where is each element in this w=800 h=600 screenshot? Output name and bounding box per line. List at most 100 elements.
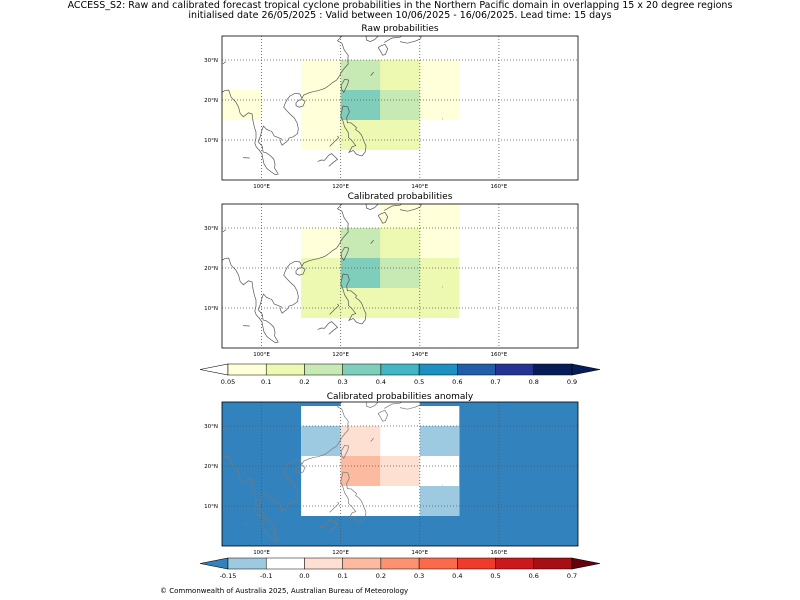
colorbar-swatch [342, 557, 382, 570]
coastline [295, 267, 306, 276]
lon-tick-label: 140°E [411, 184, 428, 190]
probability-cell [340, 258, 381, 288]
colorbar-extend-low [199, 363, 229, 376]
coastline [370, 240, 375, 244]
colorbar-swatch [533, 363, 573, 376]
colorbar-swatch [418, 557, 458, 570]
coastline [358, 188, 362, 194]
colorbar-tick-label: 0.05 [221, 378, 235, 386]
colorbar-tick-label: 0.8 [529, 378, 539, 386]
figure-title-line1: ACCESS_S2: Raw and calibrated forecast t… [67, 0, 733, 11]
probability-cell [301, 426, 341, 456]
colorbar-tick-label: 0.5 [414, 378, 424, 386]
lat-tick-label: 20°N [204, 266, 218, 272]
coastline [340, 471, 367, 523]
lon-tick-label: 160°E [491, 550, 508, 556]
lon-tick-label: 120°E [332, 352, 349, 358]
probability-cell [340, 426, 381, 456]
colorbar-tick-label: -0.15 [220, 572, 237, 580]
colorbar-extend-low [199, 557, 229, 570]
colorbar-swatch [342, 363, 382, 376]
map-frame [221, 401, 579, 547]
colorbar-tick-label: 0.2 [299, 378, 309, 386]
colorbar-swatch [265, 557, 305, 570]
coastline [365, 204, 379, 210]
lat-tick-label: 10°N [204, 138, 218, 144]
coastline [340, 105, 367, 157]
colorbar-tick-label: 0.2 [376, 572, 386, 580]
coastline [399, 36, 423, 44]
colorbar-swatch [304, 363, 343, 376]
probability-cell [301, 228, 341, 258]
probability-colorbar: 0.05 0.1 0.2 0.3 0.4 0.5 0.6 0.7 0.8 0.9 [199, 363, 601, 386]
raw-panel-title: Raw probabilities [361, 24, 439, 34]
coastline [370, 438, 375, 442]
colorbar-extend-high [571, 557, 601, 570]
colorbar-swatch [380, 363, 420, 376]
probability-cell [380, 10, 459, 30]
colorbar-swatch [227, 363, 267, 376]
coastline [324, 519, 339, 533]
coastline [295, 99, 306, 108]
figure-title-line2: initialised date 26/05/2025 : Valid betw… [188, 10, 612, 21]
probability-cell [380, 258, 420, 288]
coastline [329, 135, 340, 147]
coastline [222, 61, 227, 65]
probability-cell [301, 60, 341, 150]
lat-tick-label: 30°N [204, 58, 218, 64]
coastline [384, 36, 402, 43]
probability-cell [380, 456, 420, 486]
colorbar-extend-high [571, 363, 601, 376]
lat-tick-label: 10°N [204, 504, 218, 510]
calibrated-panel-title: Calibrated probabilities [347, 192, 453, 202]
probability-cell [340, 402, 420, 406]
lat-tick-label: 30°N [204, 424, 218, 430]
colorbar-tick-label: 0.9 [567, 378, 577, 386]
probability-cell [340, 90, 381, 120]
coastline [222, 427, 227, 431]
colorbar-tick-label: 0.3 [414, 572, 424, 580]
colorbar-swatch [495, 557, 535, 570]
lat-tick-label: 20°N [204, 464, 218, 470]
probability-cell [419, 60, 460, 120]
colorbar-tick-label: 0.1 [261, 378, 271, 386]
probability-cell [380, 90, 420, 120]
colorbar-tick-label: 0.7 [567, 572, 577, 580]
colorbar-swatch [495, 363, 535, 376]
lon-tick-label: 160°E [491, 352, 508, 358]
colorbar-swatch [265, 363, 305, 376]
map-frame [221, 203, 579, 349]
coastline [329, 501, 340, 513]
lat-tick-label: 10°N [204, 306, 218, 312]
coastline [340, 273, 367, 325]
colorbar-tick-label: 0.6 [452, 378, 462, 386]
lon-tick-label: 100°E [253, 184, 270, 190]
colorbar-swatch [380, 557, 420, 570]
coastline [222, 229, 227, 233]
coastline [384, 204, 402, 211]
colorbar-swatch [418, 363, 458, 376]
colorbar-tick-label: 0.3 [337, 378, 347, 386]
calibrated-map: 100°E 120°E 140°E 160°E 30°N 20°N 10°N [204, 188, 579, 358]
raw-map: 100°E 120°E 140°E 160°E 30°N 20°N 10°N [204, 10, 579, 190]
colorbar-tick-label: 0.6 [529, 572, 539, 580]
colorbar-tick-label: 0.5 [490, 572, 500, 580]
coastline [340, 246, 350, 262]
map-frame [221, 35, 579, 181]
coastline [340, 444, 350, 460]
copyright-footer: © Commonwealth of Australia 2025, Austra… [160, 587, 409, 595]
coastline [317, 525, 325, 528]
colorbar-swatch [457, 557, 496, 570]
colorbar-swatch [227, 557, 267, 570]
colorbar-tick-label: -0.1 [260, 572, 273, 580]
coastline [358, 386, 362, 392]
coastline [340, 78, 350, 94]
coastline [317, 327, 325, 330]
lon-tick-label: 100°E [253, 550, 270, 556]
lon-tick-label: 100°E [253, 352, 270, 358]
coastline [365, 36, 379, 42]
coastline [384, 402, 402, 409]
lat-tick-label: 20°N [204, 98, 218, 104]
anomaly-map: 100°E 120°E 140°E 160°E 30°N 20°N 10°N [204, 386, 579, 556]
